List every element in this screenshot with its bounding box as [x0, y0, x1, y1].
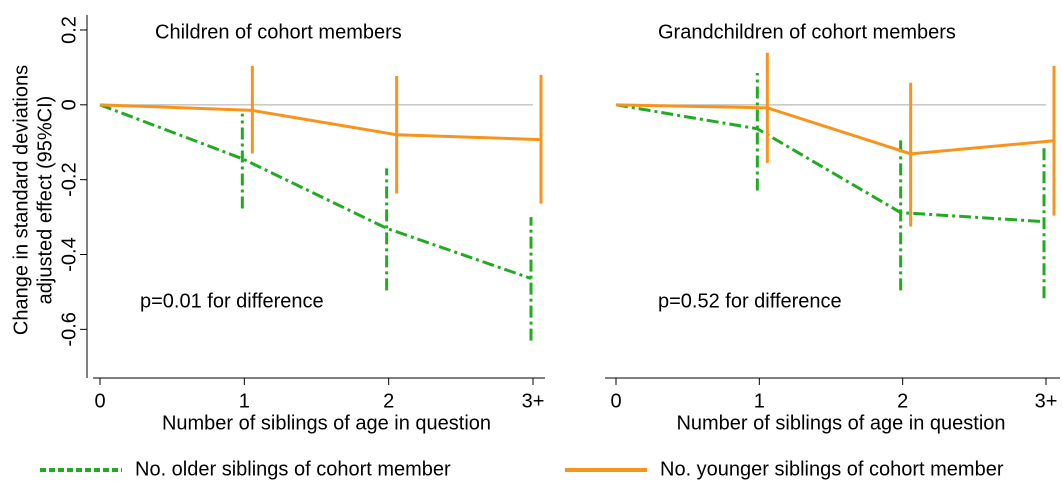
x-axis-label: Number of siblings of age in question: [676, 412, 1005, 434]
y-axis-label: Change in standard deviations: [10, 65, 32, 335]
x-tick-label: 0: [610, 390, 621, 412]
y-tick-label: 0: [58, 99, 80, 110]
x-tick-label: 1: [754, 390, 765, 412]
x-axis-label: Number of siblings of age in question: [162, 412, 491, 434]
y-axis-label: adjusted effect (95%CI): [34, 96, 56, 305]
y-tick-label: -0.6: [58, 312, 80, 346]
x-tick-label: 1: [239, 390, 250, 412]
series-line: [99, 103, 532, 280]
series-line: [615, 103, 1055, 156]
x-tick-label: 0: [94, 390, 105, 412]
x-tick-label: 2: [897, 390, 908, 412]
x-tick-label: 2: [383, 390, 394, 412]
series-line: [615, 103, 1045, 224]
y-tick-label: -0.2: [58, 162, 80, 196]
panel-title: Grandchildren of cohort members: [658, 21, 956, 43]
legend-label: No. older siblings of cohort member: [135, 458, 451, 480]
y-tick-label: 0.2: [58, 16, 80, 44]
annotation: p=0.52 for difference: [658, 290, 842, 312]
y-tick-label: -0.4: [58, 237, 80, 271]
x-tick-label: 3+: [1035, 390, 1058, 412]
x-tick-label: 3+: [522, 390, 545, 412]
panel-title: Children of cohort members: [155, 21, 402, 43]
series-line: [99, 103, 542, 142]
legend-label: No. younger siblings of cohort member: [660, 458, 1004, 480]
annotation: p=0.01 for difference: [140, 290, 324, 312]
